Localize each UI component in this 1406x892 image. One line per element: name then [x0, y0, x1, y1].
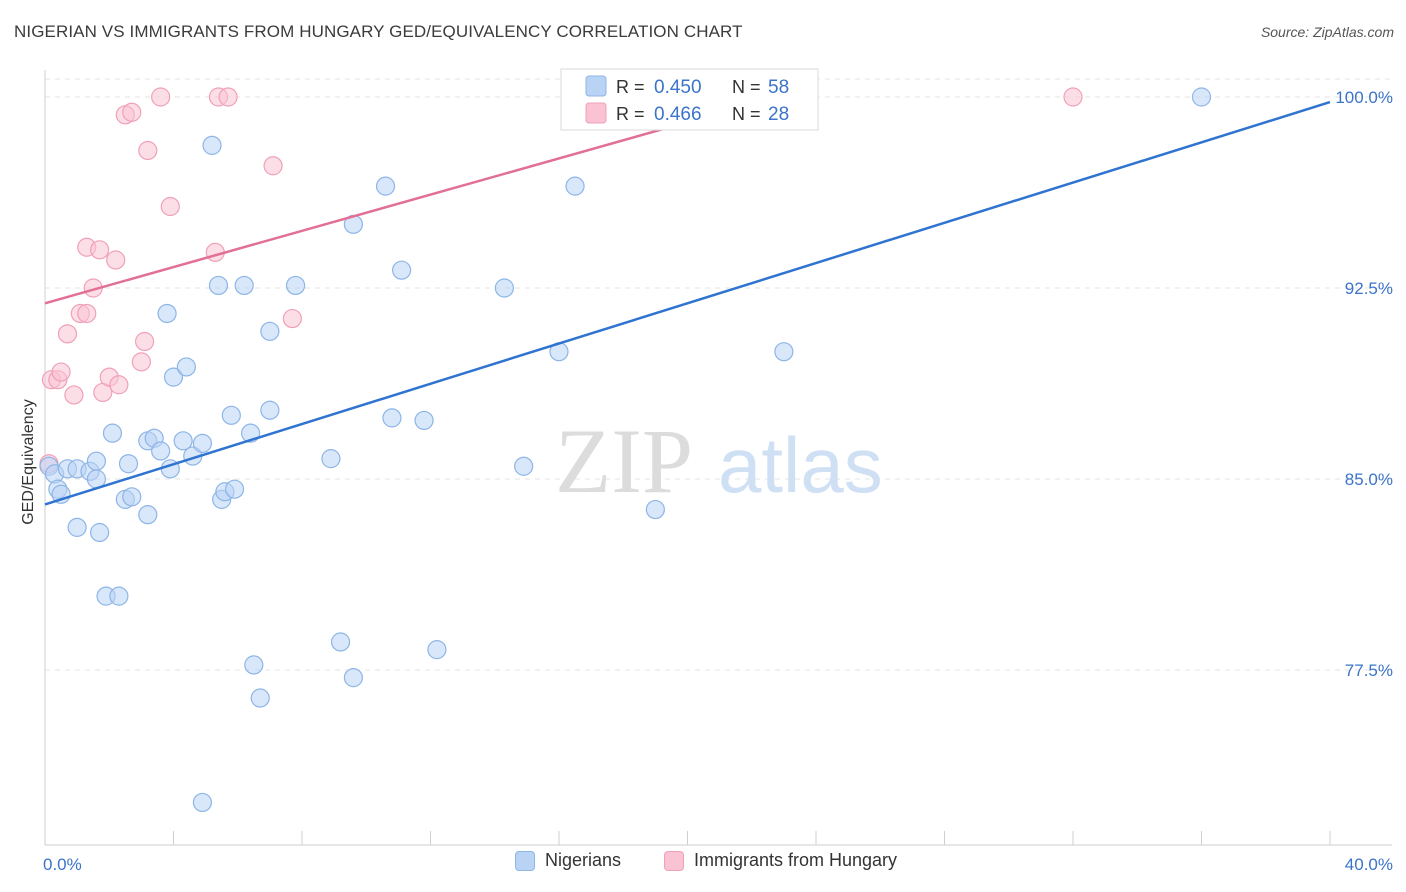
point-hungary-6 [77, 303, 97, 324]
point-nigerians-40 [382, 408, 402, 428]
point-nigerians-18 [138, 505, 158, 525]
point-hungary-23 [218, 87, 238, 107]
legend-swatch-hungary-bottom [664, 850, 684, 871]
point-nigerians-27 [208, 275, 229, 296]
watermark-zip: ZIP [555, 410, 693, 512]
point-nigerians-20 [163, 367, 184, 387]
point-hungary-16 [131, 352, 151, 372]
point-nigerians-47 [645, 499, 665, 520]
point-nigerians-7 [86, 451, 107, 471]
point-nigerians-10 [90, 522, 110, 543]
legend-top: R = 0.450 N = 58 R = 0.466 N = 28 [560, 68, 819, 131]
point-nigerians-58 [192, 792, 213, 813]
legend-label-hungary: Immigrants from Hungary [694, 850, 898, 870]
legend-n-label-2: N = [732, 104, 761, 124]
point-nigerians-42 [414, 410, 434, 431]
trendline-nigerians [44, 100, 1331, 506]
point-nigerians-23 [176, 357, 196, 377]
point-nigerians-22 [173, 431, 193, 451]
point-hungary-12 [106, 250, 126, 270]
point-nigerians-49 [774, 342, 794, 362]
point-nigerians-30 [224, 479, 245, 499]
point-hungary-4 [64, 385, 84, 405]
point-nigerians-56 [343, 668, 363, 688]
point-nigerians-55 [330, 632, 351, 652]
point-hungary-19 [151, 87, 171, 107]
chart-title: NIGERIAN VS IMMIGRANTS FROM HUNGARY GED/… [14, 22, 743, 41]
point-nigerians-44 [514, 456, 534, 476]
point-nigerians-35 [260, 321, 280, 341]
point-hungary-25 [282, 308, 302, 329]
y-tick-label-0: 77.5% [1345, 661, 1393, 680]
point-hungary-2 [51, 362, 71, 382]
legend-item-nigerians: Nigerians [515, 850, 621, 871]
legend-r-label-2: R = [616, 104, 645, 124]
legend-n-value-2: 28 [768, 104, 789, 125]
legend-swatch-nigerians-bottom [515, 850, 535, 871]
y-tick-label-1: 85.0% [1345, 470, 1393, 489]
x-tick-label-0: 0.0% [43, 855, 82, 874]
point-nigerians-11 [102, 423, 123, 443]
legend-swatch-hungary [585, 102, 607, 124]
point-nigerians-34 [260, 400, 280, 420]
point-nigerians-32 [234, 275, 254, 296]
y-tick-label-2: 92.5% [1345, 279, 1393, 298]
point-nigerians-36 [285, 275, 306, 296]
x-tick-label-1: 40.0% [1345, 855, 1393, 874]
point-hungary-26 [1063, 87, 1083, 107]
point-nigerians-37 [321, 449, 341, 469]
watermark: ZIP atlas [555, 410, 883, 512]
point-hungary-18 [138, 140, 158, 161]
point-nigerians-54 [250, 688, 270, 708]
point-hungary-17 [134, 331, 155, 352]
legend-item-hungary: Immigrants from Hungary [664, 850, 897, 871]
point-nigerians-26 [202, 135, 222, 155]
point-nigerians-9 [67, 517, 87, 537]
point-nigerians-53 [244, 655, 264, 675]
point-nigerians-46 [565, 176, 585, 196]
legend-swatch-nigerians [585, 75, 607, 97]
point-hungary-13 [109, 375, 129, 395]
legend-r-value-2: 0.466 [654, 104, 702, 125]
point-nigerians-31 [221, 405, 241, 425]
point-nigerians-41 [391, 260, 412, 280]
source-credit: Source: ZipAtlas.com [1260, 24, 1394, 40]
data-points [39, 87, 1212, 813]
point-nigerians-39 [375, 176, 396, 196]
legend-bottom: Nigerians Immigrants from Hungary [0, 850, 1406, 880]
point-hungary-3 [57, 324, 78, 344]
gridlines [45, 78, 1392, 671]
legend-label-nigerians: Nigerians [545, 850, 622, 870]
point-nigerians-12 [118, 454, 139, 474]
point-nigerians-43 [494, 278, 514, 298]
y-tick-label-3: 100.0% [1335, 88, 1393, 107]
point-hungary-15 [122, 102, 142, 122]
legend-n-value-1: 58 [768, 77, 789, 98]
legend-r-value-1: 0.450 [654, 77, 702, 98]
point-hungary-9 [90, 240, 110, 260]
watermark-atlas: atlas [718, 421, 883, 509]
legend-r-label-1: R = [616, 77, 645, 97]
legend-n-label-1: N = [732, 77, 761, 97]
point-nigerians-52 [109, 586, 129, 606]
point-nigerians-50 [1191, 87, 1212, 107]
point-hungary-20 [160, 196, 180, 217]
trendline-hungary [44, 98, 769, 305]
trend-lines [44, 98, 1331, 506]
point-nigerians-57 [427, 640, 447, 660]
point-nigerians-21 [157, 303, 177, 324]
point-nigerians-25 [192, 433, 213, 453]
point-nigerians-17 [151, 441, 171, 461]
y-tick-labels: 77.5% 85.0% 92.5% 100.0% [1335, 88, 1393, 680]
y-axis-label: GED/Equivalency [20, 399, 37, 524]
point-nigerians-14 [122, 487, 142, 507]
point-hungary-24 [263, 156, 283, 176]
x-tick-labels: 0.0% 40.0% [43, 855, 1393, 874]
